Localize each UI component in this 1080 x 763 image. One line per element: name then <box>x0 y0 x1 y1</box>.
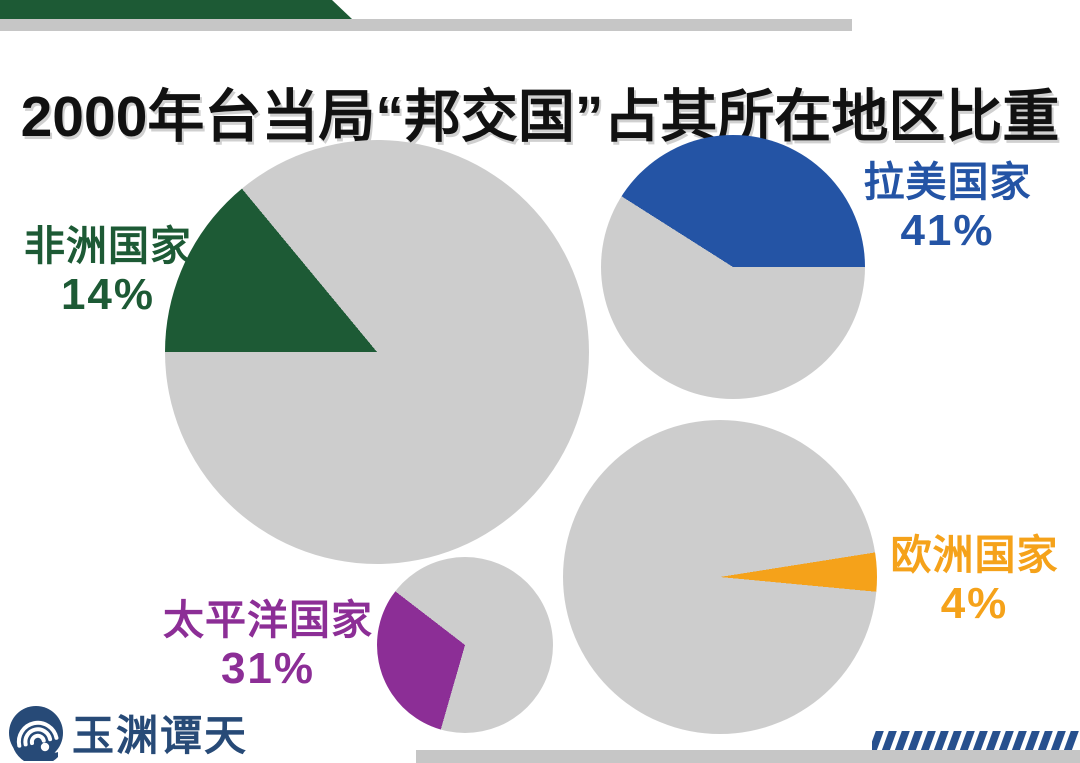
logo-icon <box>9 705 63 761</box>
logo-text: 玉渊谭天 <box>72 714 249 760</box>
header-green-bar <box>0 0 352 19</box>
latin-america-label-name: 拉美国家 <box>863 159 1032 205</box>
hatch-stripe <box>1063 731 1079 752</box>
pacific-pie-chart <box>377 557 553 733</box>
footer-gray-bar <box>416 750 1080 763</box>
europe-label-value: 4% <box>940 578 1009 628</box>
latin-america-label: 拉美国家 41% <box>845 159 1050 255</box>
pacific-label: 太平洋国家 31% <box>148 597 388 693</box>
latin-america-label-value: 41% <box>900 205 995 255</box>
pacific-label-value: 31% <box>220 643 316 693</box>
africa-label-value: 14% <box>60 269 156 319</box>
europe-label: 欧洲国家 4% <box>872 532 1077 628</box>
europe-pie-chart <box>563 420 877 734</box>
pacific-label-name: 太平洋国家 <box>163 597 373 643</box>
page-title: 2000年台当局“邦交国”占其所在地区比重 <box>20 85 1060 150</box>
latin-america-pie-chart <box>601 135 865 399</box>
header-gray-bar <box>0 19 852 31</box>
europe-label-name: 欧洲国家 <box>890 532 1059 578</box>
logo: 玉渊谭天 <box>8 702 248 763</box>
africa-label: 非洲国家 14% <box>10 223 206 319</box>
africa-label-name: 非洲国家 <box>24 223 192 269</box>
hatch-stripes <box>872 731 1080 752</box>
africa-pie-chart <box>165 140 589 564</box>
